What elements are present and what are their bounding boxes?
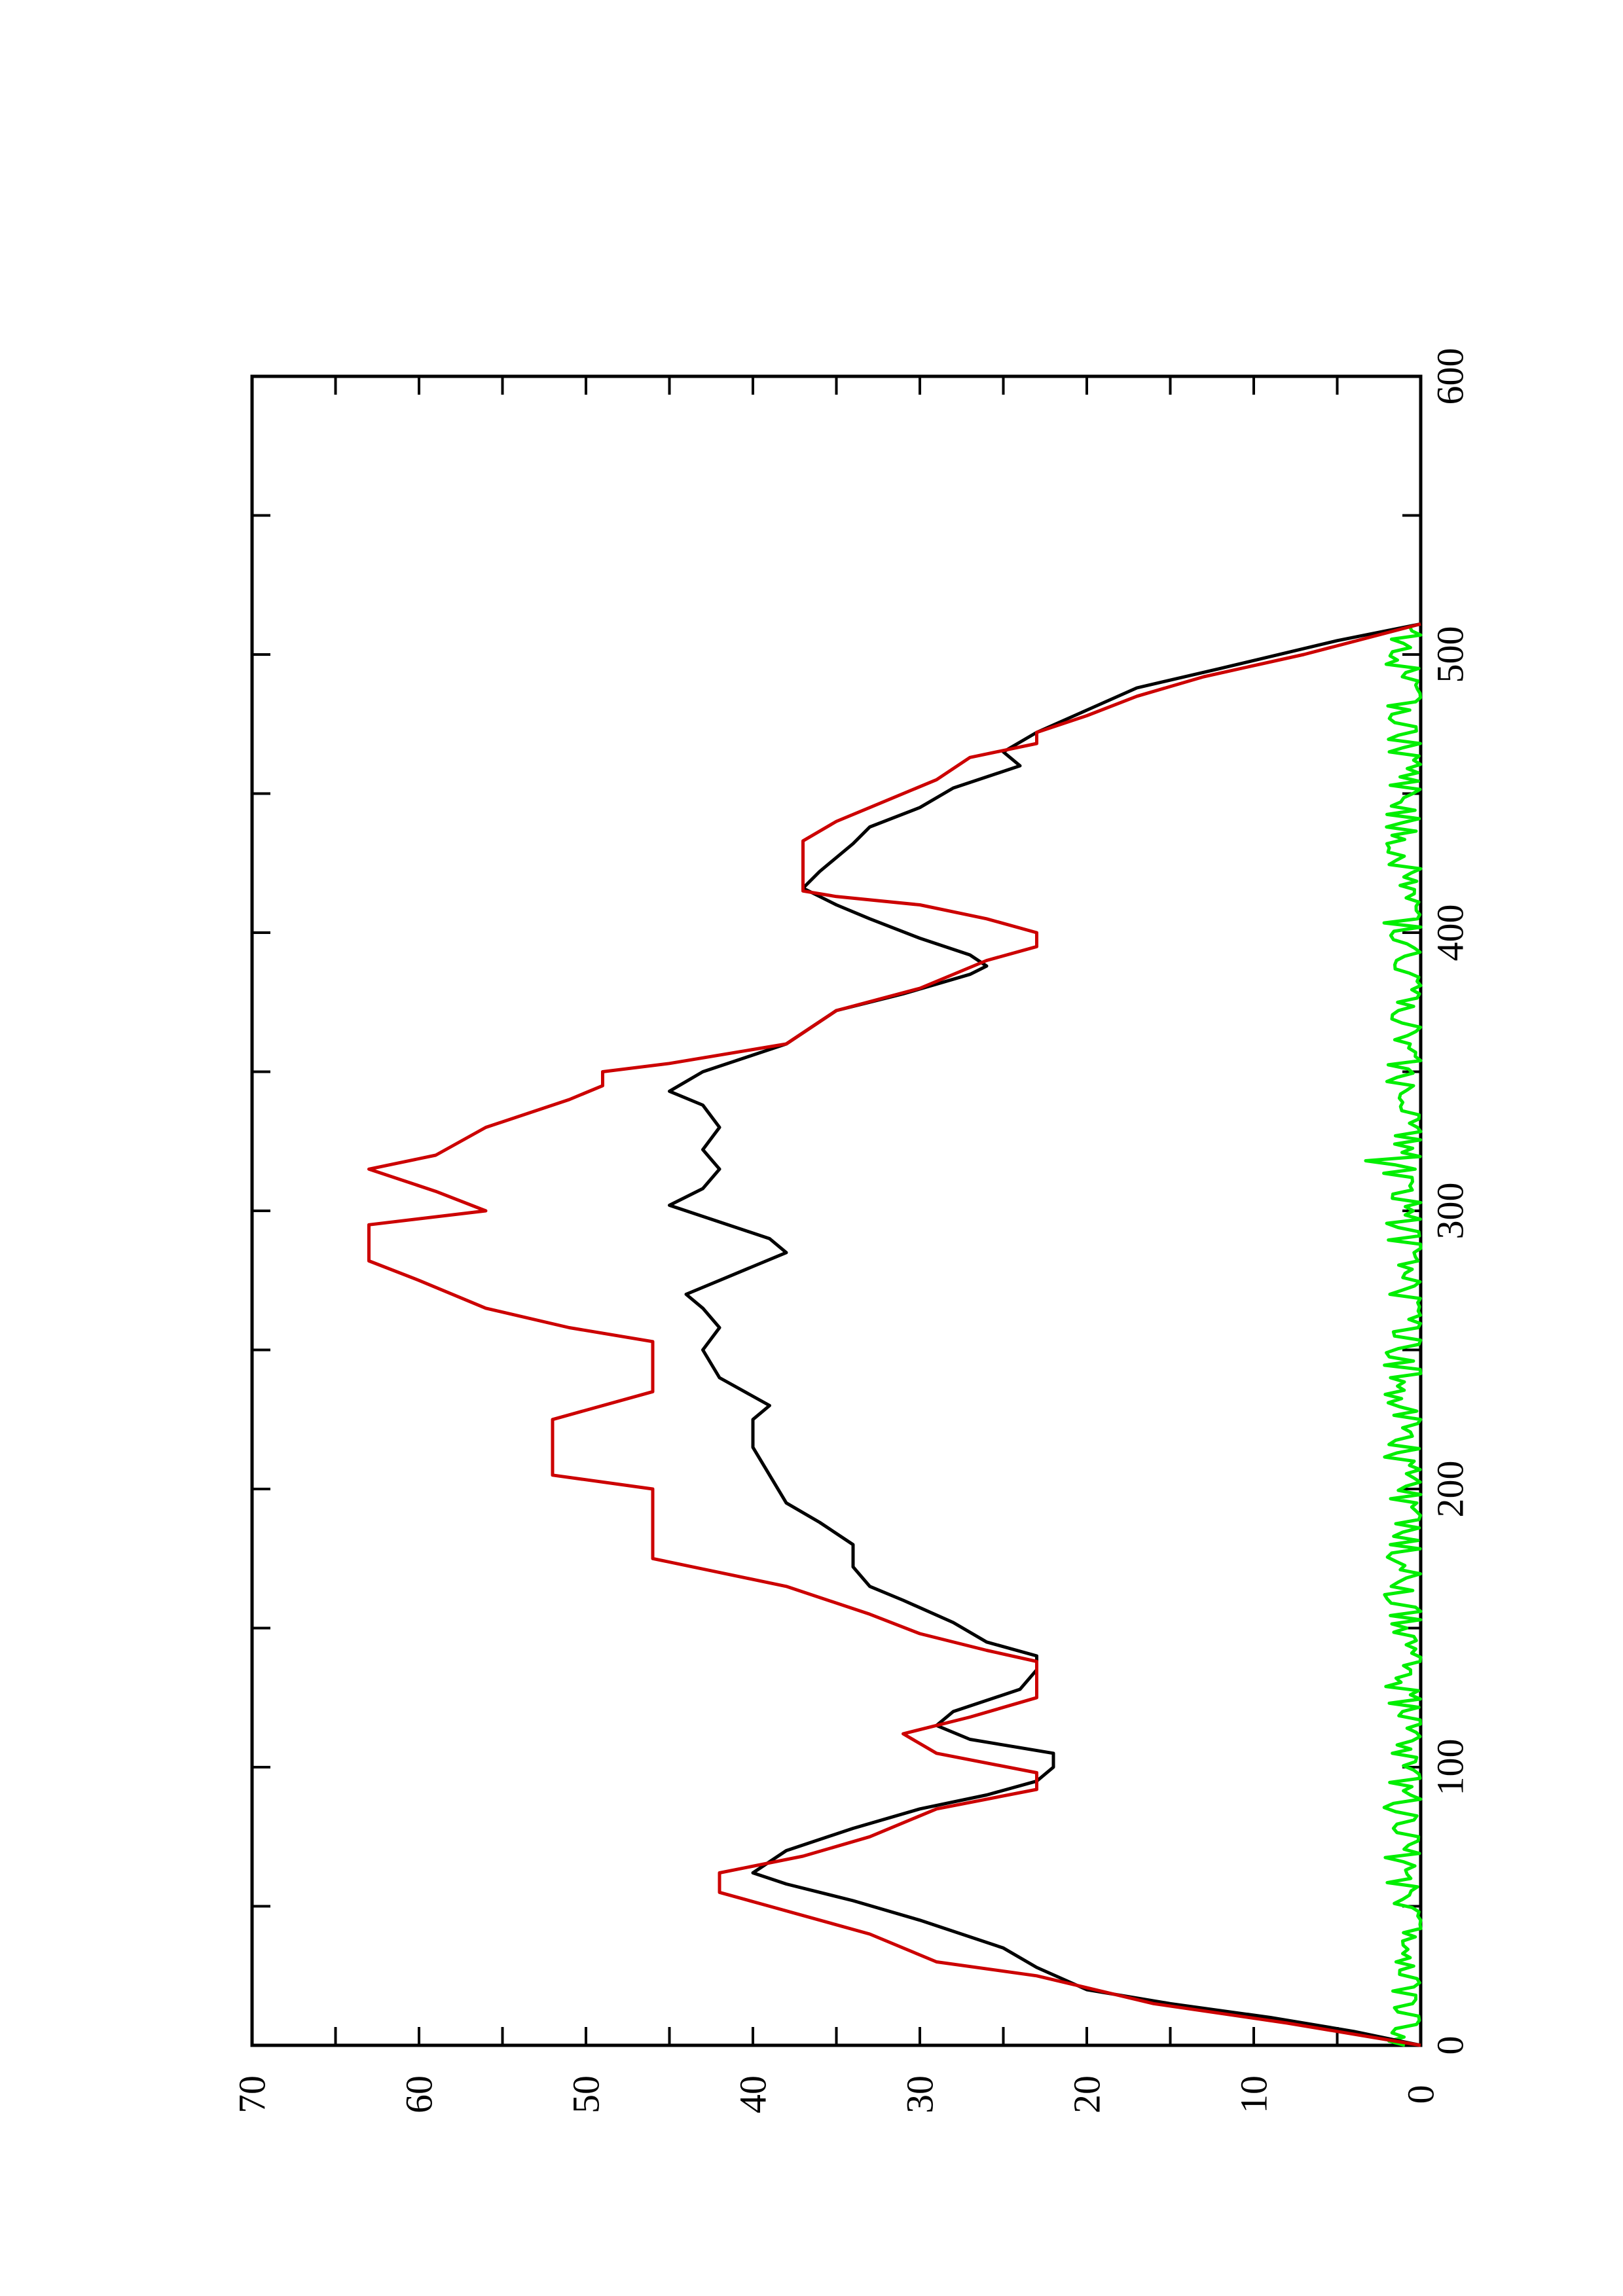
y-tick-label: 0 bbox=[1400, 2085, 1442, 2104]
y-tick-label: 10 bbox=[1233, 2075, 1275, 2113]
x-tick-label: 100 bbox=[1429, 1739, 1472, 1796]
series-red-line bbox=[367, 622, 1421, 2047]
x-tick-label: 200 bbox=[1429, 1461, 1472, 1518]
x-tick-label: 400 bbox=[1429, 905, 1472, 961]
tick-labels: 0 100 200 300 400 500 600 0 10 20 30 40 50 60 70 bbox=[231, 348, 1472, 2114]
y-tick-label: 30 bbox=[899, 2075, 941, 2113]
plot-frame bbox=[250, 374, 1423, 2047]
series-black-line bbox=[668, 622, 1421, 2047]
series-group bbox=[367, 622, 1423, 2047]
x-tick-label: 500 bbox=[1429, 626, 1472, 683]
y-tick-label: 50 bbox=[565, 2075, 608, 2113]
x-tick-label: 600 bbox=[1429, 348, 1472, 405]
y-tick-label: 60 bbox=[398, 2075, 441, 2113]
y-tick-label: 20 bbox=[1066, 2075, 1108, 2113]
y-tick-label: 40 bbox=[732, 2075, 775, 2113]
axis-ticks bbox=[251, 375, 1422, 2047]
x-tick-label: 0 bbox=[1429, 2036, 1472, 2055]
y-tick-label: 70 bbox=[231, 2075, 274, 2113]
x-tick-label: 300 bbox=[1429, 1183, 1472, 1240]
series-green-line bbox=[1364, 626, 1423, 2047]
